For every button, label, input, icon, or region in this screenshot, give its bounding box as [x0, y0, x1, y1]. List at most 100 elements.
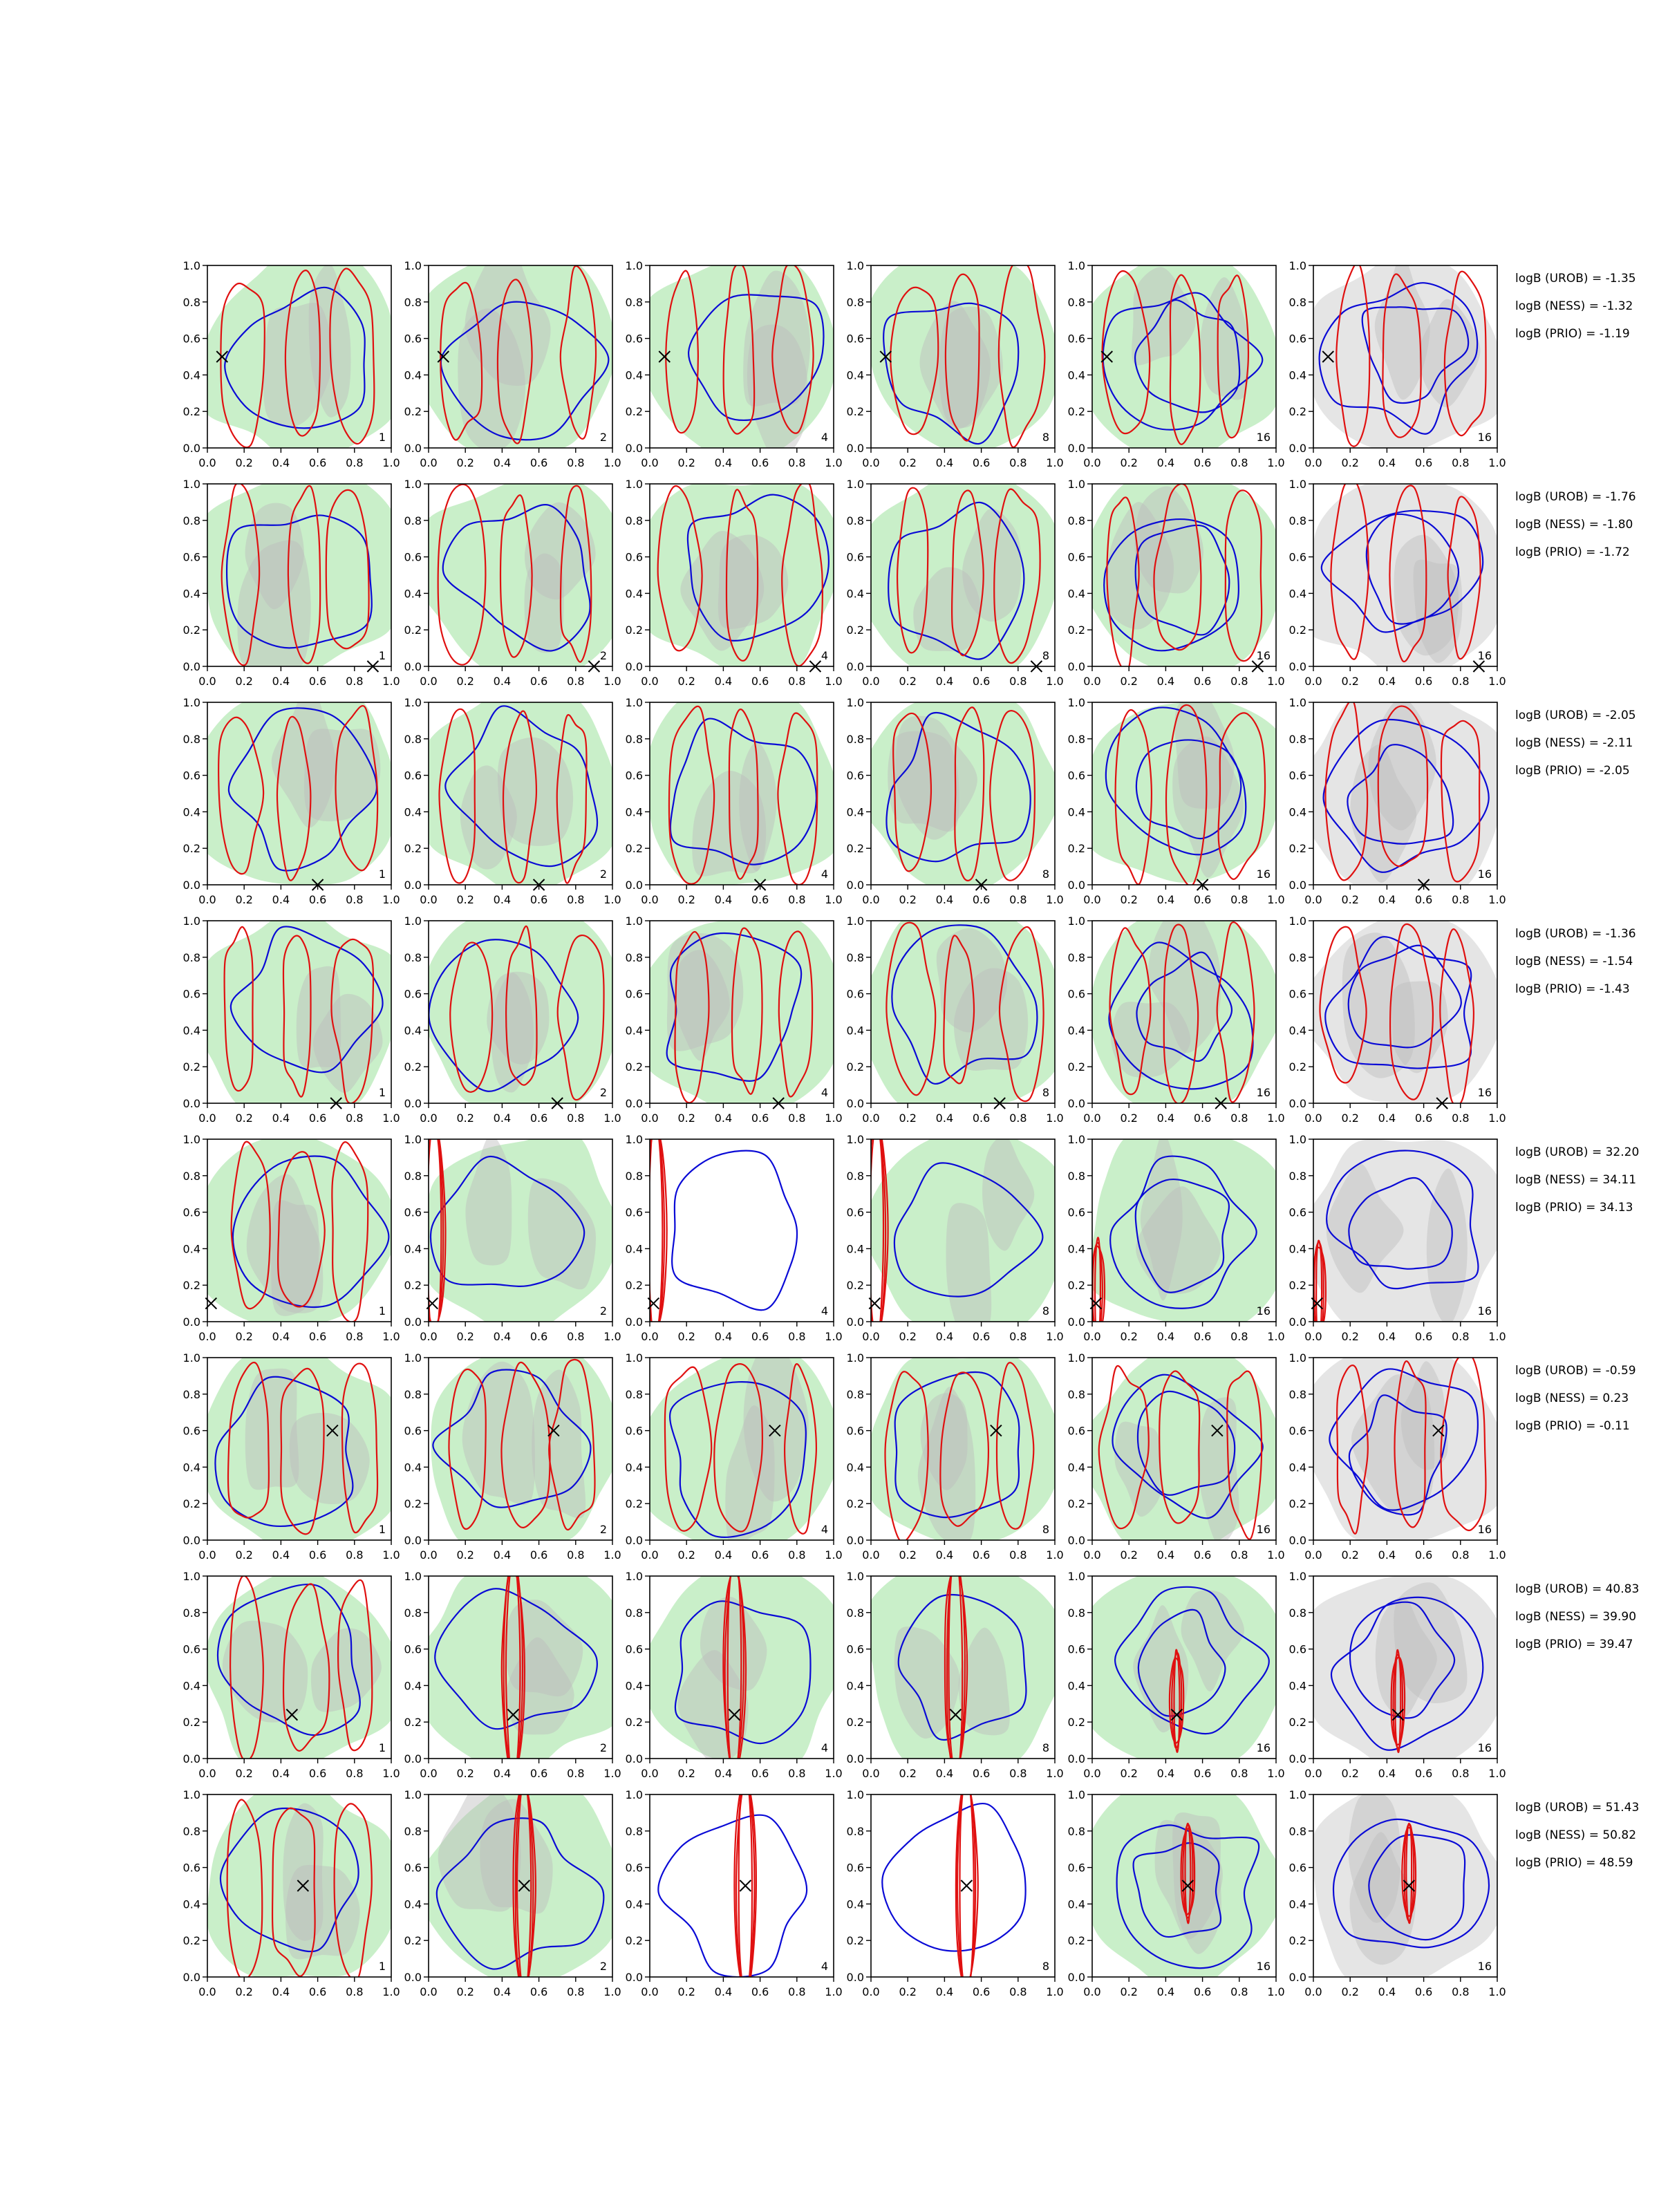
x-tick-label: 1.0 [382, 456, 400, 469]
blue-contour [1135, 739, 1242, 840]
red-contour [725, 489, 759, 662]
y-tick-label: 0.2 [404, 1497, 422, 1510]
axes-frame [870, 1357, 1056, 1541]
panel-r2-c5: 0.0 0.0 0.2 0.2 0.4 0.4 0.6 0.6 0.8 0.8 1.0 1.0 16 [1068, 478, 1285, 688]
x-tick-label: 0.6 [1194, 893, 1211, 906]
true-parameter-marker [1181, 1880, 1194, 1892]
red-contour [496, 279, 533, 444]
x-tick-label: 0.2 [1120, 1548, 1137, 1562]
density-fill [207, 921, 391, 1103]
red-contour [1217, 274, 1250, 439]
red-contour [503, 1576, 524, 1759]
y-tick-label: 0.8 [626, 1825, 643, 1838]
y-tick-label: 0.4 [1289, 805, 1306, 818]
y-tick-label: 0.0 [847, 1315, 864, 1329]
y-tick-label: 0.0 [1289, 1971, 1306, 1984]
y-tick-label: 0.0 [626, 1097, 643, 1110]
density-fill [650, 921, 834, 1103]
y-tick-label: 0.6 [626, 551, 643, 564]
panel-r5-c6: 0.00.0 0.2 0.2 0.4 0.4 0.6 0.6 0.8 0.8 1.0 1.0 16 [1289, 1133, 1506, 1343]
y-tick-label: 0.2 [404, 624, 422, 637]
y-tick-label: 0.0 [1068, 442, 1085, 455]
red-contour [1440, 1358, 1487, 1532]
panel-label: 2 [600, 1304, 607, 1318]
y-tick-label: 0.6 [1068, 1425, 1085, 1438]
x-tick-label: 0.8 [567, 1767, 584, 1780]
density-core-fill [1400, 1361, 1448, 1470]
red-contour [1173, 1649, 1181, 1753]
y-tick-label: 0.6 [1068, 1862, 1085, 1875]
y-tick-label: 0.2 [1068, 1497, 1085, 1510]
y-tick-label: 0.0 [1289, 879, 1306, 892]
blue-contour [1103, 518, 1239, 652]
red-contour [1216, 921, 1255, 1103]
panel-r6-c5: 0.00.0 0.2 0.2 0.4 0.4 0.6 0.6 0.8 0.8 1.0 1.0 16 [1068, 1351, 1285, 1562]
x-tick-label: 0.2 [899, 1985, 916, 1998]
density-core-fill [296, 966, 341, 1069]
density-core-fill [1374, 265, 1430, 400]
x-tick-label: 0.4 [936, 1112, 953, 1125]
red-contour [650, 1139, 668, 1322]
y-tick-label: 0.4 [626, 587, 643, 600]
red-contour [329, 268, 375, 445]
y-tick-label: 0.2 [626, 624, 643, 637]
density-core-fill [953, 968, 1029, 1071]
logB-label-row5-3: logB (PRIO) = 34.13 [1515, 1201, 1633, 1215]
x-tick-label: 0.8 [1452, 675, 1469, 688]
y-tick-label: 0.6 [626, 1862, 643, 1875]
red-contour [437, 484, 487, 666]
y-tick-label: 0.4 [1289, 587, 1306, 600]
x-tick-label: 0.4 [715, 1767, 732, 1780]
red-contour [1153, 484, 1202, 651]
y-tick-label: 0.4 [183, 587, 200, 600]
y-tick-label: 0.4 [1289, 1679, 1306, 1692]
y-tick-label: 0.2 [183, 1060, 200, 1074]
blue-contour [442, 504, 591, 652]
x-tick-label: 0.2 [1120, 456, 1137, 469]
y-tick-label: 0.2 [847, 405, 864, 418]
y-tick-label: 1.0 [183, 696, 200, 709]
x-tick-label: 0.6 [1415, 1985, 1432, 1998]
y-tick-label: 0.0 [1068, 1315, 1085, 1329]
x-tick-label: 0.8 [1230, 456, 1248, 469]
y-tick-label: 0.6 [183, 769, 200, 782]
red-contour [277, 1151, 326, 1308]
y-tick-label: 0.4 [1068, 587, 1085, 600]
red-contour [559, 265, 597, 440]
y-tick-label: 1.0 [183, 915, 200, 928]
x-tick-label: 1.0 [603, 1985, 621, 1998]
y-tick-label: 0.2 [1289, 1716, 1306, 1729]
red-contour [1109, 927, 1152, 1096]
x-tick-label: 0.0 [1083, 893, 1100, 906]
red-contour [1159, 1370, 1201, 1524]
y-tick-label: 0.0 [404, 1315, 422, 1329]
red-contour [1440, 720, 1481, 883]
x-tick-label: 0.4 [272, 1548, 290, 1562]
red-contour [330, 938, 375, 1103]
x-tick-label: 0.6 [530, 456, 547, 469]
x-tick-label: 1.0 [1046, 1330, 1063, 1343]
y-tick-label: 0.4 [626, 805, 643, 818]
density-core-fill [1134, 486, 1204, 594]
red-contour [713, 1363, 763, 1533]
density-core-fill [1342, 932, 1415, 1078]
x-tick-label: 1.0 [603, 1767, 621, 1780]
y-tick-label: 0.0 [404, 442, 422, 455]
y-tick-label: 0.8 [1289, 1170, 1306, 1183]
y-tick-label: 0.0 [847, 1971, 864, 1984]
x-tick-label: 1.0 [1488, 1767, 1506, 1780]
panel-r4-c5: 0.0 0.0 0.2 0.2 0.4 0.4 0.6 0.6 0.8 0.8 1.0 1.0 16 [1068, 915, 1285, 1125]
y-tick-label: 0.6 [183, 1425, 200, 1438]
x-tick-label: 0.8 [1230, 1548, 1248, 1562]
x-tick-label: 0.2 [235, 1767, 252, 1780]
x-tick-label: 0.2 [899, 675, 916, 688]
density-core-fill [245, 503, 304, 610]
true-parameter-marker [658, 350, 671, 363]
red-contour [1330, 484, 1369, 660]
x-tick-label: 0.0 [1304, 1112, 1322, 1125]
density-core-fill [465, 265, 551, 386]
x-tick-label: 1.0 [1267, 1330, 1284, 1343]
y-tick-label: 0.0 [1289, 1534, 1306, 1547]
x-tick-label: 1.0 [603, 675, 621, 688]
axes-frame [207, 1357, 392, 1541]
